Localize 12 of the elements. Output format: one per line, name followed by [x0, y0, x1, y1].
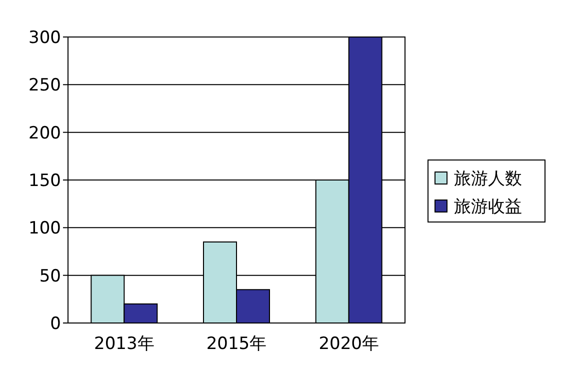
y-tick-label: 300: [28, 28, 61, 48]
x-tick-label: 2015年: [206, 334, 267, 354]
y-tick-label: 150: [28, 171, 61, 191]
y-tick-label: 50: [39, 266, 61, 286]
y-tick-label: 100: [28, 218, 61, 239]
legend-label: 旅游人数: [454, 169, 522, 189]
x-tick-label: 2013年: [94, 334, 154, 354]
y-tick-label: 200: [28, 123, 61, 144]
y-tick-label: 250: [28, 76, 61, 96]
y-tick-label: 0: [50, 314, 61, 334]
legend-label: 旅游收益: [454, 197, 522, 217]
x-tick-label: 2020年: [318, 334, 379, 354]
